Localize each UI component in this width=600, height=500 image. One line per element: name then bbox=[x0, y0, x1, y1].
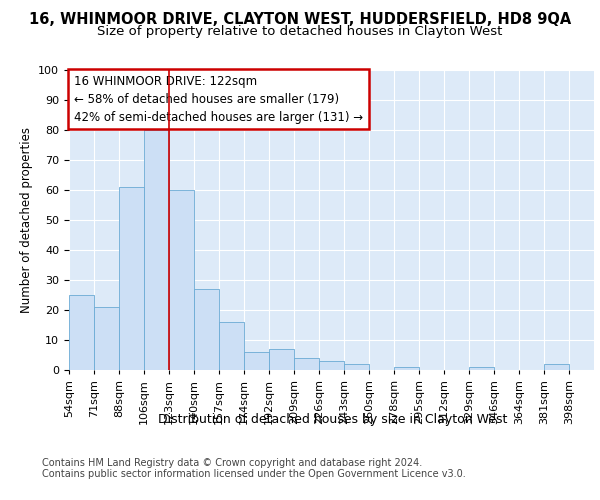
Bar bbox=[469, 367, 494, 370]
Text: Distribution of detached houses by size in Clayton West: Distribution of detached houses by size … bbox=[158, 412, 508, 426]
Bar bbox=[544, 364, 569, 370]
Bar bbox=[269, 349, 294, 370]
Text: 16 WHINMOOR DRIVE: 122sqm
← 58% of detached houses are smaller (179)
42% of semi: 16 WHINMOOR DRIVE: 122sqm ← 58% of detac… bbox=[74, 74, 364, 124]
Bar bbox=[319, 361, 344, 370]
Text: Contains HM Land Registry data © Crown copyright and database right 2024.
Contai: Contains HM Land Registry data © Crown c… bbox=[42, 458, 466, 479]
Bar bbox=[169, 190, 194, 370]
Bar bbox=[94, 307, 119, 370]
Bar bbox=[144, 130, 169, 370]
Bar bbox=[119, 187, 144, 370]
Bar bbox=[244, 352, 269, 370]
Text: 16, WHINMOOR DRIVE, CLAYTON WEST, HUDDERSFIELD, HD8 9QA: 16, WHINMOOR DRIVE, CLAYTON WEST, HUDDER… bbox=[29, 12, 571, 28]
Bar bbox=[69, 295, 94, 370]
Bar bbox=[194, 289, 219, 370]
Y-axis label: Number of detached properties: Number of detached properties bbox=[20, 127, 33, 313]
Bar bbox=[344, 364, 369, 370]
Bar bbox=[394, 367, 419, 370]
Text: Size of property relative to detached houses in Clayton West: Size of property relative to detached ho… bbox=[97, 25, 503, 38]
Bar bbox=[294, 358, 319, 370]
Bar bbox=[219, 322, 244, 370]
